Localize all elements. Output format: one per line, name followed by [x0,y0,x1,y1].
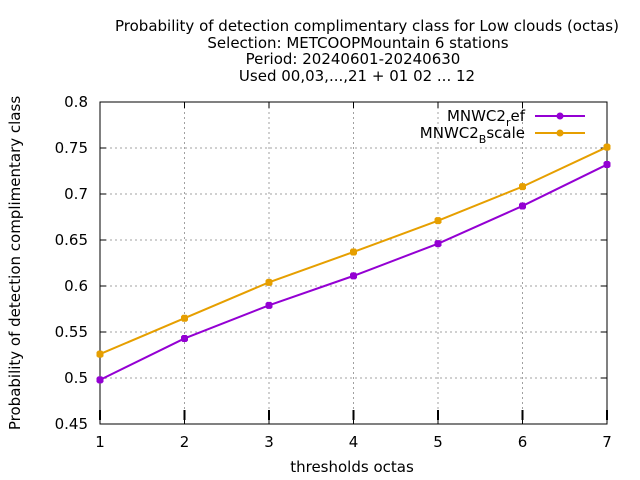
tick-labels: 0.45 0.5 0.55 0.6 0.65 0.7 0.75 0.8 1 2 3 4 5 6 7 [55,93,612,451]
title-line-2: Selection: METCOOPMountain 6 stations [207,34,508,52]
chart-title: Probability of detection complimentary c… [115,17,619,85]
y-tick-label: 0.55 [55,323,88,341]
data-point [96,376,104,384]
series-0 [96,161,611,384]
data-point [181,334,188,342]
data-point [265,301,273,309]
grid [100,102,607,424]
legend-label: MNWC2ref [447,107,526,129]
x-tick-label: 4 [349,433,359,451]
title-line-4: Used 00,03,...,21 + 01 02 ... 12 [239,67,475,85]
legend-item-1: MNWC2Bscale [420,124,585,146]
data-point [96,350,104,358]
y-tick-label: 0.6 [64,277,88,295]
data-point [350,272,357,280]
legend-swatch-point [556,129,564,137]
y-tick-label: 0.65 [55,231,88,249]
legend-swatch-point [556,112,564,120]
plot-frame [99,101,608,425]
x-tick-label: 6 [518,433,528,451]
legend-label: MNWC2Bscale [420,124,525,146]
title-line-3: Period: 20240601-20240630 [246,50,461,68]
x-tick-label: 2 [180,433,190,451]
data-point [181,314,188,322]
data-point [519,202,526,210]
series-layer [96,143,611,384]
x-tick-label: 1 [95,433,105,451]
x-tick-label: 7 [602,433,612,451]
data-point [603,143,611,151]
data-point [519,183,526,191]
data-point [603,161,611,169]
data-point [434,240,442,248]
y-tick-label: 0.5 [64,369,88,387]
x-tick-label: 3 [264,433,274,451]
y-tick-label: 0.45 [55,415,88,433]
data-point [350,248,357,256]
y-tick-label: 0.8 [64,93,88,111]
series-1 [96,143,611,358]
data-point [434,217,442,225]
legend-item-0: MNWC2ref [447,107,585,129]
title-line-1: Probability of detection complimentary c… [115,17,619,35]
y-axis-label: Probability of detection complimentary c… [6,96,24,430]
x-tick-label: 5 [433,433,443,451]
y-tick-label: 0.75 [55,139,88,157]
x-axis-label: thresholds octas [290,458,414,476]
y-tick-label: 0.7 [64,185,88,203]
data-point [265,278,273,286]
